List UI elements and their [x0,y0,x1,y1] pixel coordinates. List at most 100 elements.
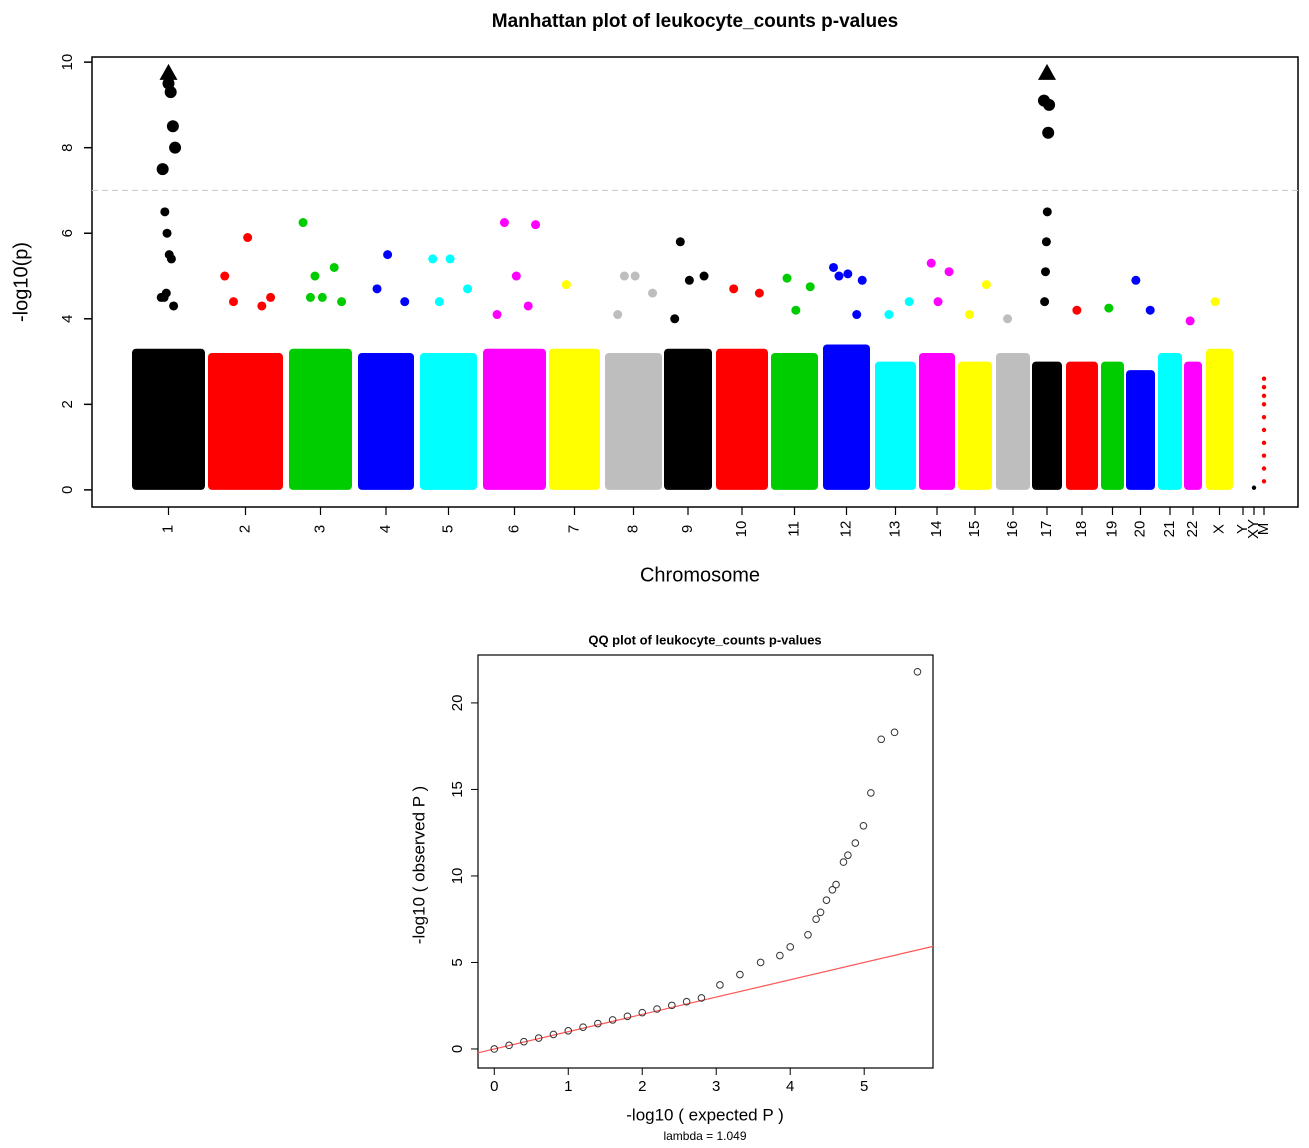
x-tick-label: XY [1245,519,1262,539]
y-tick-label: 10 [59,54,76,71]
point [1043,98,1056,111]
x-tick-label: 12 [837,521,854,538]
point [630,271,640,281]
x-tick-label: 3 [712,1078,720,1095]
point [877,735,886,744]
x-tick-label: X [1210,524,1227,534]
point [549,1030,558,1039]
bulk [1206,348,1233,490]
point [1041,237,1051,247]
point [372,284,382,294]
point [337,297,347,307]
x-tick-label: 7 [565,525,582,533]
point [697,994,706,1002]
point [310,271,320,281]
point [531,220,541,230]
point [1261,376,1267,381]
point [400,297,410,307]
chart-title: QQ plot of leukocyte_counts p-values [588,632,821,647]
point [523,301,533,311]
x-tick-label: 4 [786,1078,794,1095]
point [1261,427,1267,433]
point [839,858,848,866]
point [1261,440,1267,446]
point [804,930,812,939]
point [670,314,680,324]
x-tick-label: 1 [159,525,176,533]
point [463,284,473,294]
x-tick-label: 10 [733,521,750,538]
point [843,269,853,279]
point [594,1019,602,1028]
y-tick-label: 2 [59,400,76,408]
x-tick-label: 3 [311,525,328,533]
x-tick-label: 14 [928,521,945,538]
point [608,1016,617,1024]
bulk [358,353,414,490]
bulk [919,353,955,490]
y-tick-label: 20 [449,695,466,712]
point [857,275,867,285]
x-tick-label: 17 [1038,521,1055,538]
chart-title: Manhattan plot of leukocyte_counts p-val… [492,11,898,32]
point [1261,453,1267,458]
x-tick-label: 18 [1073,521,1090,538]
x-tick-label: 1 [564,1078,572,1095]
point [428,254,438,264]
y-tick-label: 10 [449,868,466,885]
y-tick-label: 6 [59,229,76,237]
point [166,120,179,133]
point [1210,297,1220,307]
x-axis-label: Chromosome [640,564,760,586]
point [1104,303,1114,313]
point [505,1041,513,1050]
x-tick-label: 2 [638,1078,646,1095]
bulk [605,353,662,490]
point [782,273,792,283]
bulk [664,348,712,490]
point [816,908,825,917]
point [564,1027,573,1035]
point [243,233,253,243]
point [298,218,308,228]
point [534,1034,543,1042]
point [266,292,276,302]
bulk [420,353,477,490]
point [786,943,795,951]
point [812,915,820,924]
point [933,297,943,307]
point [844,851,852,859]
bulk [996,353,1030,490]
point [1072,305,1082,315]
point [1131,275,1141,285]
x-tick-label: 16 [1004,521,1021,538]
point [164,250,174,260]
point [859,821,868,830]
point [160,207,170,217]
x-tick-label: 21 [1161,521,1178,538]
x-tick-label: 19 [1103,521,1120,538]
point [492,310,502,320]
reference-line [477,945,934,1054]
point [623,1012,632,1021]
point [162,77,175,90]
x-tick-label: 5 [439,525,456,533]
point [229,297,238,307]
plot-frame [91,56,1299,508]
point [1261,402,1267,407]
bulk [132,348,205,490]
bulk [1158,353,1182,490]
x-tick-label: 11 [785,521,802,537]
point [944,267,954,277]
point [329,262,339,272]
x-tick-label: 6 [505,525,522,533]
bulk [208,353,283,490]
x-tick-label: 13 [886,521,903,538]
point [867,789,875,797]
point [1185,316,1195,326]
point [756,958,765,967]
point [851,839,860,847]
point [684,275,694,285]
point [981,280,991,290]
